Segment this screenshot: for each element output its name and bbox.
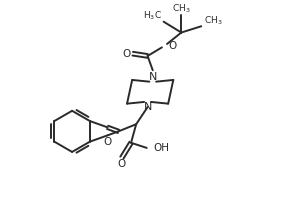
Text: O: O <box>104 137 112 147</box>
Text: OH: OH <box>153 143 169 153</box>
Text: CH$_3$: CH$_3$ <box>204 15 223 27</box>
Text: N: N <box>144 102 152 112</box>
Text: CH$_3$: CH$_3$ <box>172 3 191 15</box>
Text: O: O <box>168 41 177 51</box>
Text: O: O <box>117 159 125 169</box>
Text: H$_3$C: H$_3$C <box>143 9 162 22</box>
Text: N: N <box>149 71 157 82</box>
Text: O: O <box>122 49 131 59</box>
